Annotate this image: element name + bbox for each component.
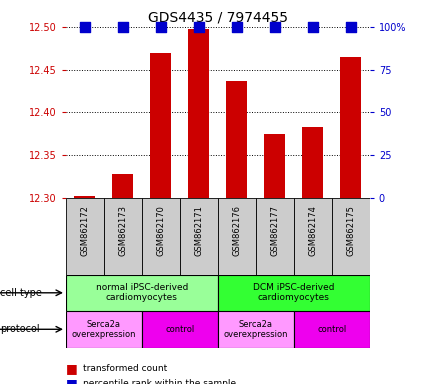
Bar [218, 275, 370, 311]
Text: control: control [317, 325, 346, 334]
Text: GSM862171: GSM862171 [194, 205, 203, 256]
Bar [66, 275, 218, 311]
Bar [340, 57, 361, 198]
Bar [112, 174, 133, 198]
Bar [227, 81, 247, 198]
Bar [150, 53, 171, 198]
Text: GSM862174: GSM862174 [308, 205, 317, 256]
Point [82, 24, 88, 30]
Bar [264, 134, 285, 198]
Text: GSM862173: GSM862173 [118, 205, 127, 257]
Text: DCM iPSC-derived
cardiomyocytes: DCM iPSC-derived cardiomyocytes [253, 283, 334, 303]
Point [119, 24, 126, 30]
Text: ■: ■ [66, 362, 78, 375]
Bar [66, 311, 142, 348]
Text: GSM862176: GSM862176 [232, 205, 241, 257]
Text: GSM862170: GSM862170 [156, 205, 165, 256]
Text: GSM862177: GSM862177 [270, 205, 279, 257]
Text: control: control [165, 325, 195, 334]
Bar [142, 311, 218, 348]
Text: ■: ■ [66, 377, 78, 384]
Text: transformed count: transformed count [83, 364, 167, 373]
Bar [332, 198, 370, 275]
Text: GSM862175: GSM862175 [346, 205, 355, 256]
Text: Serca2a
overexpression: Serca2a overexpression [224, 319, 288, 339]
Bar [104, 198, 142, 275]
Point [272, 24, 278, 30]
Point [196, 24, 202, 30]
Bar [188, 30, 209, 198]
Bar [294, 311, 370, 348]
Bar [218, 198, 256, 275]
Text: Serca2a
overexpression: Serca2a overexpression [71, 319, 136, 339]
Bar [218, 311, 294, 348]
Text: GSM862172: GSM862172 [80, 205, 89, 256]
Bar [256, 198, 294, 275]
Point [157, 24, 164, 30]
Bar [294, 198, 332, 275]
Point [233, 24, 240, 30]
Text: percentile rank within the sample: percentile rank within the sample [83, 379, 236, 384]
Title: GDS4435 / 7974455: GDS4435 / 7974455 [148, 10, 288, 24]
Bar [302, 127, 323, 198]
Bar [142, 198, 180, 275]
Point [309, 24, 316, 30]
Text: cell type: cell type [0, 288, 42, 298]
Bar [66, 198, 104, 275]
Text: normal iPSC-derived
cardiomyocytes: normal iPSC-derived cardiomyocytes [96, 283, 188, 303]
Bar [74, 196, 95, 198]
Point [347, 24, 354, 30]
Bar [180, 198, 218, 275]
Text: protocol: protocol [0, 324, 40, 334]
